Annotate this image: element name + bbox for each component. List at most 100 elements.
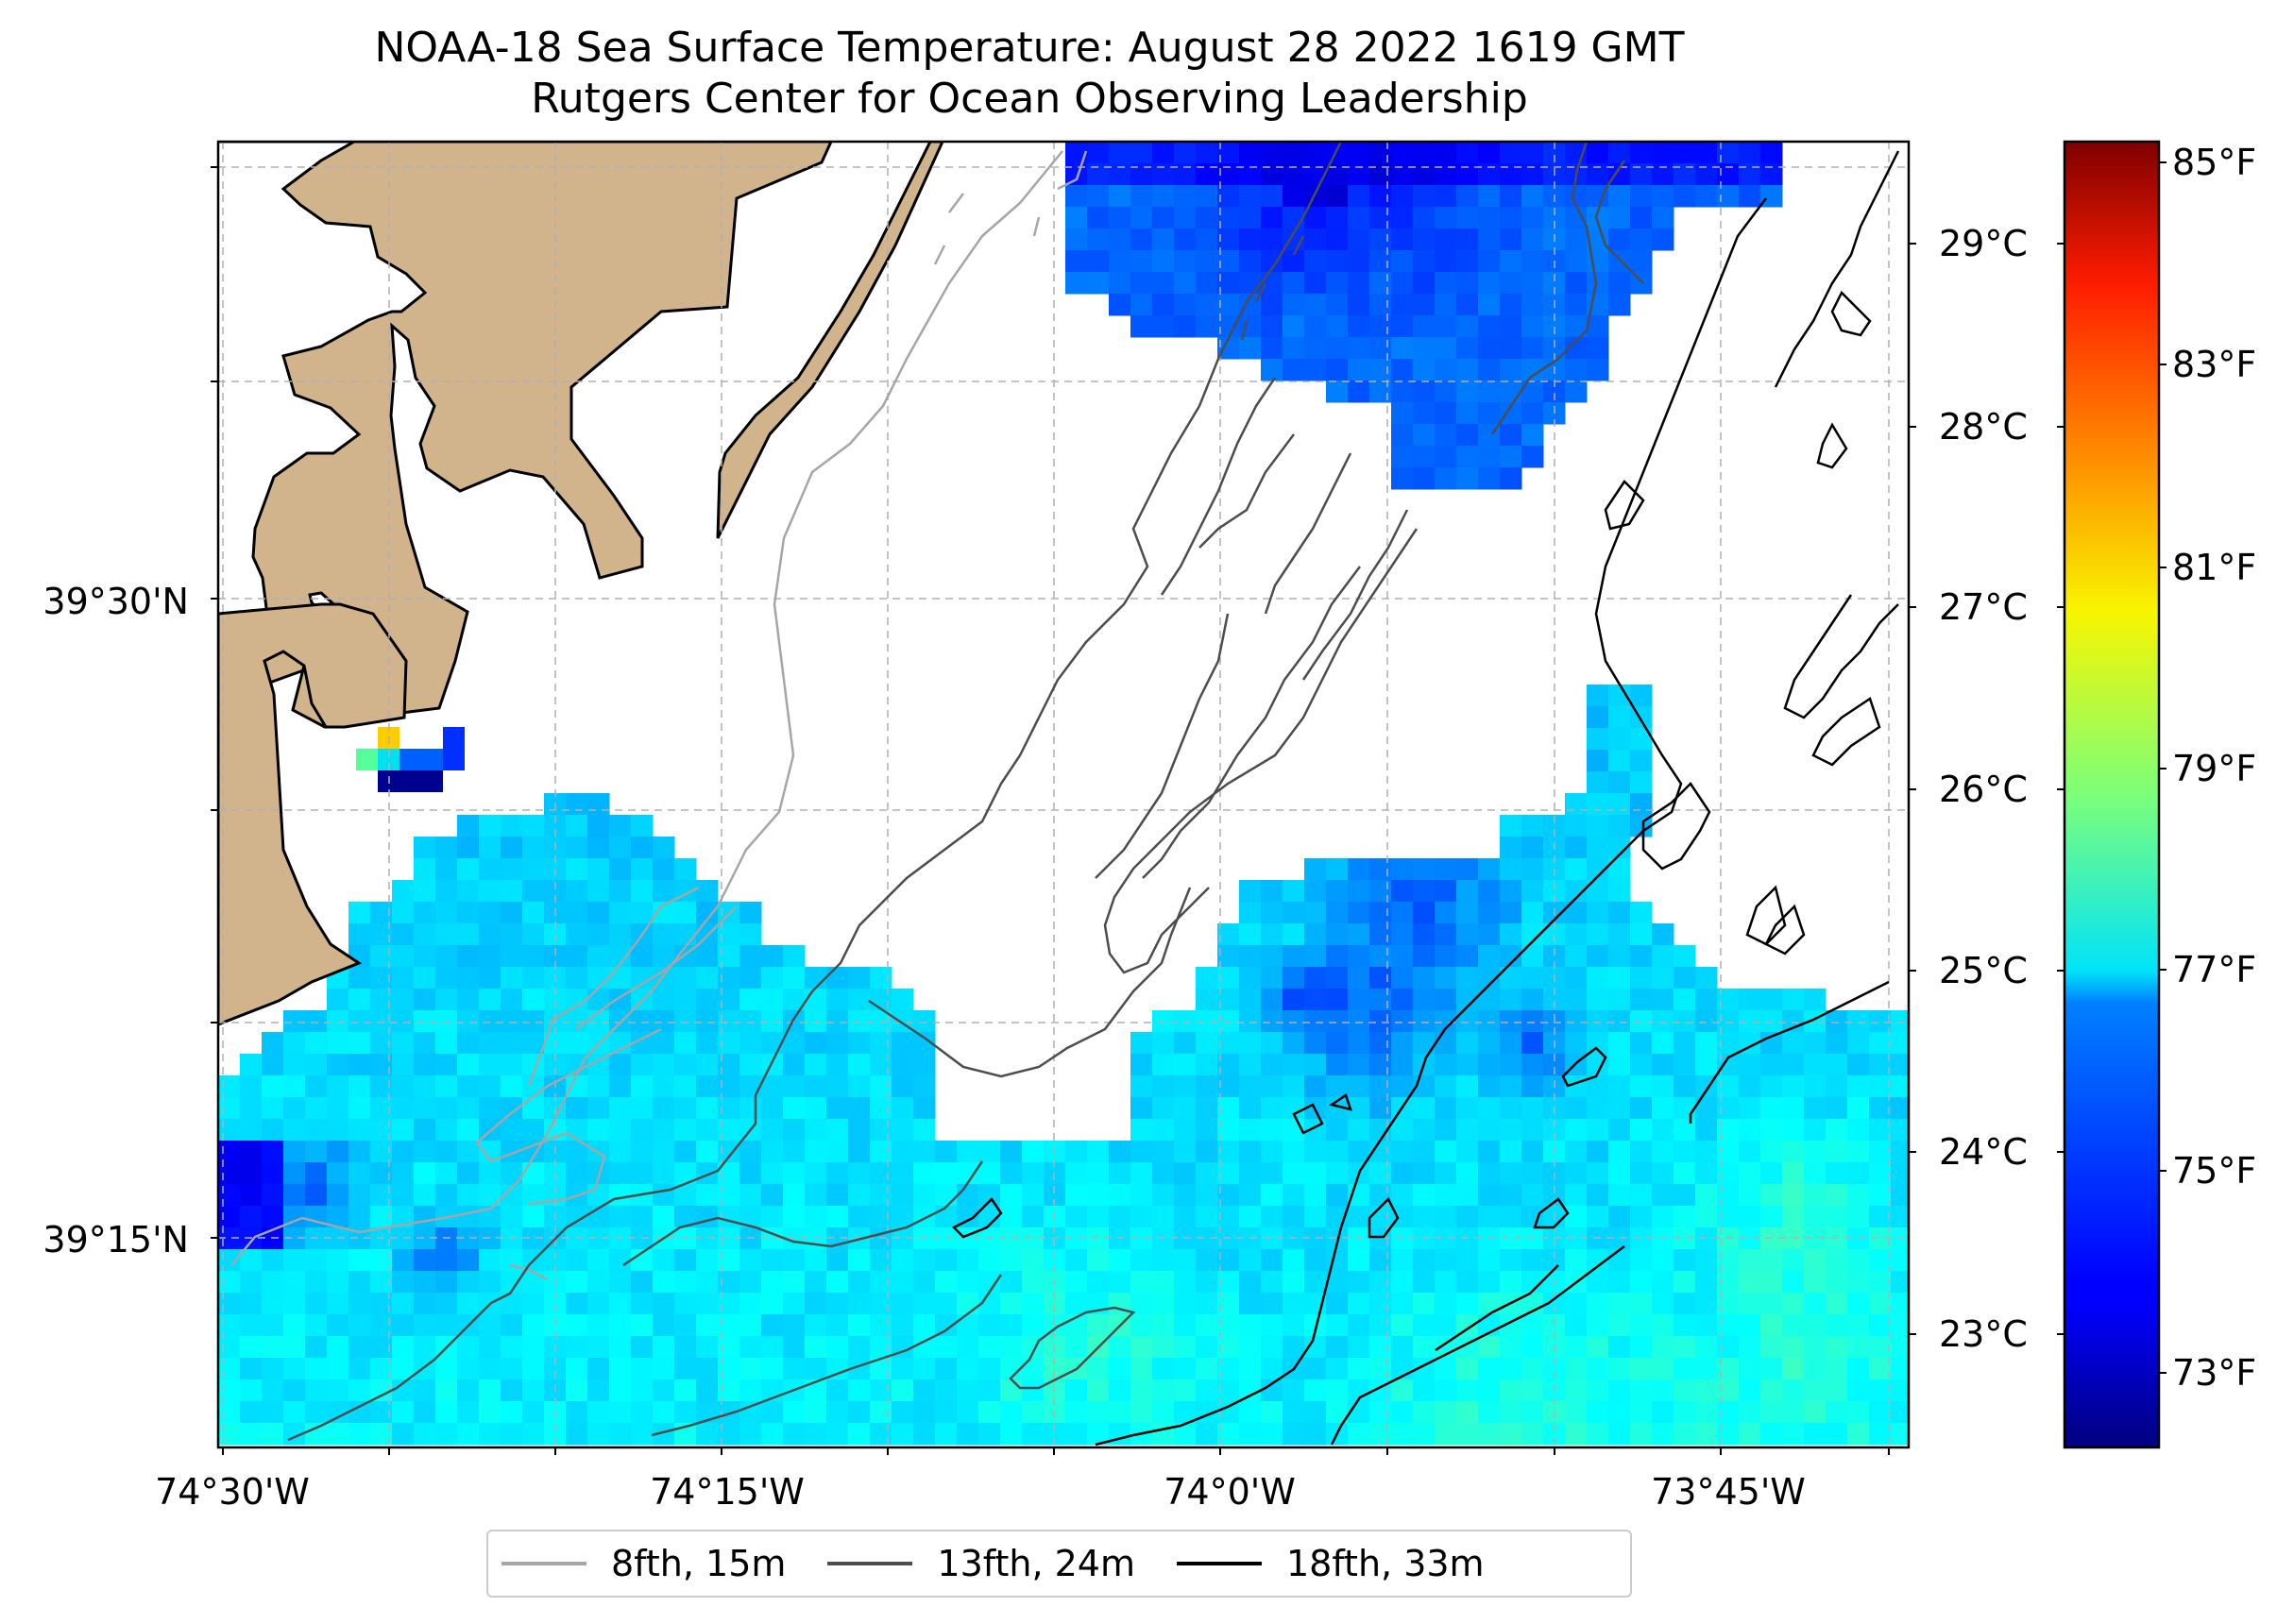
- sst-cell: [1283, 989, 1305, 1011]
- sst-cell: [1608, 750, 1631, 772]
- sst-cell: [1478, 1032, 1501, 1055]
- sst-cell: [305, 1184, 328, 1207]
- sst-cell: [1608, 250, 1631, 273]
- sst-cell: [1109, 185, 1131, 208]
- sst-cell: [1782, 1358, 1805, 1380]
- sst-cell: [1717, 1141, 1740, 1163]
- sst-cell: [1109, 1184, 1131, 1207]
- sst-cell: [522, 1075, 545, 1098]
- sst-cell: [609, 1401, 632, 1424]
- sst-cell: [1826, 1097, 1848, 1120]
- sst-cell: [1174, 163, 1197, 186]
- sst-cell: [1739, 1184, 1761, 1207]
- sst-cell: [761, 1314, 784, 1337]
- sst-cell: [1000, 1423, 1023, 1446]
- sst-cell: [1804, 1162, 1827, 1185]
- sst-cell: [1456, 1293, 1479, 1315]
- sst-cell: [1109, 272, 1131, 295]
- sst-cell: [1652, 1271, 1674, 1294]
- sst-cell: [392, 1141, 415, 1163]
- sst-cell: [1565, 1379, 1588, 1402]
- sst-cell: [587, 1249, 610, 1272]
- sst-cell: [826, 1119, 849, 1142]
- sst-cell: [1630, 793, 1653, 816]
- sst-cell: [1304, 1401, 1327, 1424]
- sst-cell: [479, 1032, 501, 1055]
- sst-cell: [348, 1075, 371, 1098]
- sst-cell: [870, 1206, 892, 1228]
- sst-cell: [1130, 1401, 1153, 1424]
- sst-cell: [435, 1162, 458, 1185]
- legend-label: 8fth, 15m: [611, 1543, 787, 1584]
- contour-line: [1811, 697, 1881, 767]
- sst-cell: [848, 1119, 871, 1142]
- sst-cell: [739, 1141, 762, 1163]
- sst-cell: [1261, 1293, 1283, 1315]
- sst-cell: [1652, 1336, 1674, 1359]
- sst-cell: [892, 1141, 914, 1163]
- sst-cell: [1478, 1358, 1501, 1380]
- sst-cell: [1174, 1032, 1197, 1055]
- sst-cell: [457, 1184, 480, 1207]
- sst-cell: [892, 1032, 914, 1055]
- sst-cell: [1782, 1119, 1805, 1142]
- sst-cell: [1022, 1249, 1045, 1272]
- sst-cell: [501, 837, 523, 859]
- sst-cell: [653, 989, 675, 1011]
- sst-cell: [1587, 1401, 1609, 1424]
- sst-cell: [1804, 1227, 1827, 1250]
- sst-cell: [1435, 272, 1457, 295]
- sst-cell: [870, 1010, 892, 1033]
- sst-cell: [957, 1336, 979, 1359]
- sst-cell: [1630, 1184, 1653, 1207]
- lon-label-74-15: 74°15'W: [650, 1471, 805, 1513]
- sst-cell: [1391, 1206, 1414, 1228]
- sst-cell: [1891, 1423, 1909, 1446]
- sst-cell: [1652, 1010, 1674, 1033]
- sst-cell: [327, 989, 349, 1011]
- sst-cell: [1217, 1336, 1240, 1359]
- contour-line: [1095, 197, 1767, 1446]
- sst-cell: [1022, 1162, 1045, 1185]
- sst-cell: [1608, 728, 1631, 751]
- sst-cell: [348, 1227, 371, 1250]
- sst-cell: [1283, 142, 1305, 164]
- sst-cell: [1304, 1358, 1327, 1380]
- sst-cell: [1217, 272, 1240, 295]
- sst-cell: [1413, 1010, 1436, 1033]
- sst-cell: [1478, 207, 1501, 229]
- sst-cell: [892, 1314, 914, 1337]
- sst-cell: [1826, 1358, 1848, 1380]
- sst-cell: [1760, 1249, 1783, 1272]
- sst-cell: [1304, 315, 1327, 338]
- sst-cell: [1543, 923, 1566, 946]
- sst-cell: [218, 1271, 241, 1294]
- sst-cell: [674, 1314, 697, 1337]
- sst-cell: [587, 902, 610, 924]
- sst-cell: [1304, 207, 1327, 229]
- sst-cell: [1478, 1423, 1501, 1446]
- sst-cell: [1739, 1227, 1761, 1250]
- sst-cell: [1782, 1075, 1805, 1098]
- sst-cell: [1630, 1423, 1653, 1446]
- sst-cell: [1152, 1010, 1175, 1033]
- sst-cell: [587, 1119, 610, 1142]
- sst-cell: [1891, 1336, 1909, 1359]
- sst-cell: [501, 1162, 523, 1185]
- sst-cell: [1608, 1336, 1631, 1359]
- sst-cell: [522, 1423, 545, 1446]
- sst-cell: [1608, 858, 1631, 881]
- sst-cell: [1587, 1141, 1609, 1163]
- sst-cell: [1130, 1379, 1153, 1402]
- sst-cell: [1174, 1271, 1197, 1294]
- sst-cell: [783, 1271, 806, 1294]
- sst-cell: [892, 1423, 914, 1446]
- sst-cell: [327, 1119, 349, 1142]
- sst-cell: [522, 902, 545, 924]
- sst-cell: [1413, 142, 1436, 164]
- sst-cell: [1674, 1249, 1696, 1272]
- sst-cell: [1608, 1206, 1631, 1228]
- sst-cell: [1608, 1010, 1631, 1033]
- title-line-2: Rutgers Center for Ocean Observing Leade…: [531, 75, 1528, 123]
- sst-cell: [1674, 1401, 1696, 1424]
